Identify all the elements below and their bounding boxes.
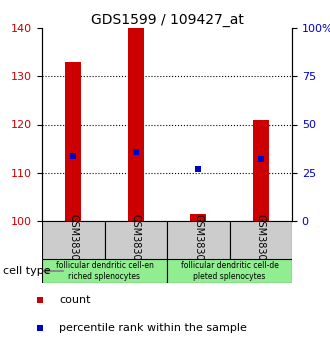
Text: follicular dendritic cell-en
riched splenocytes: follicular dendritic cell-en riched sple… [55,261,153,281]
Text: cell type: cell type [3,266,51,276]
Bar [229,221,292,259]
Text: follicular dendritic cell-de
pleted splenocytes: follicular dendritic cell-de pleted sple… [181,261,279,281]
Text: percentile rank within the sample: percentile rank within the sample [59,323,247,333]
Title: GDS1599 / 109427_at: GDS1599 / 109427_at [90,13,244,27]
Bar [42,221,105,259]
Bar [190,214,206,221]
Bar [167,221,229,259]
Bar [128,28,144,221]
Bar [105,221,167,259]
Bar [167,259,292,283]
Bar [42,259,167,283]
Bar [253,120,269,221]
Text: count: count [59,295,91,305]
Text: GSM38300: GSM38300 [68,214,78,266]
Text: GSM38302: GSM38302 [193,214,203,266]
Bar [65,62,81,221]
Text: GSM38301: GSM38301 [131,214,141,266]
Text: GSM38303: GSM38303 [256,214,266,266]
